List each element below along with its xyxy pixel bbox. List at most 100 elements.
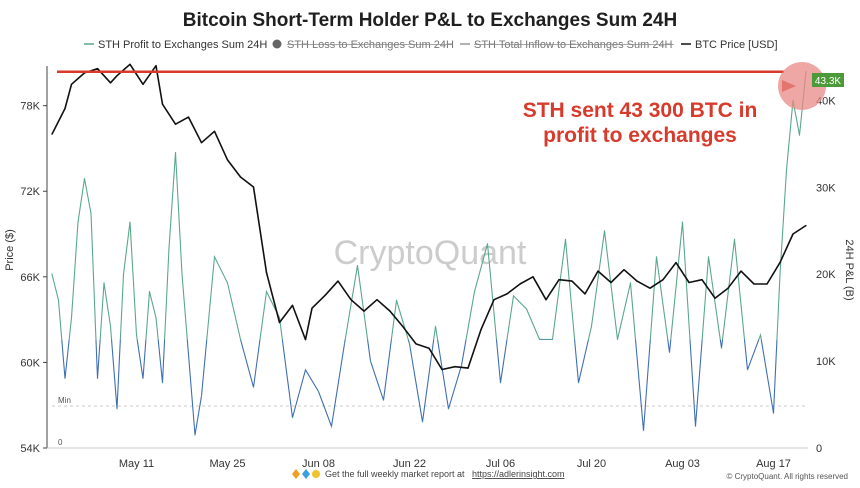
data-point bbox=[759, 334, 762, 336]
diamond-icon bbox=[292, 469, 300, 479]
data-point bbox=[473, 291, 476, 293]
data-point bbox=[590, 325, 593, 327]
data-point bbox=[792, 233, 794, 235]
data-point bbox=[109, 325, 112, 327]
data-point bbox=[421, 421, 424, 423]
legend-item-sth-profit[interactable]: STH Profit to Exchanges Sum 24H bbox=[84, 39, 267, 51]
data-point bbox=[428, 347, 430, 349]
data-point bbox=[51, 133, 53, 135]
left-tick-label: 72K bbox=[20, 186, 40, 198]
data-point bbox=[662, 279, 664, 281]
series-sth-profit-high bbox=[51, 71, 807, 340]
data-point bbox=[278, 317, 281, 319]
data-point bbox=[571, 280, 573, 282]
data-point bbox=[707, 256, 710, 258]
data-point bbox=[265, 291, 268, 293]
data-point bbox=[252, 386, 255, 388]
right-tick-label: 20K bbox=[816, 269, 836, 281]
footer: Get the full weekly market report at htt… bbox=[292, 469, 848, 481]
value-badge-text: 43.3K bbox=[815, 76, 841, 87]
data-point bbox=[324, 294, 326, 296]
data-point bbox=[350, 299, 352, 301]
legend-item-sth-loss[interactable]: STH Loss to Exchanges Sum 24H bbox=[272, 39, 454, 51]
data-point bbox=[519, 283, 521, 285]
data-point bbox=[564, 238, 567, 240]
data-point bbox=[194, 434, 196, 436]
annotation-line-1: STH sent 43 300 BTC in bbox=[523, 99, 758, 122]
data-point bbox=[629, 282, 632, 284]
data-point bbox=[389, 310, 391, 312]
data-point bbox=[753, 283, 755, 285]
data-point bbox=[64, 377, 66, 380]
data-point bbox=[116, 75, 118, 77]
annotation-line-2: profit to exchanges bbox=[543, 124, 737, 147]
data-point bbox=[668, 351, 671, 353]
x-tick-label: Jun 22 bbox=[393, 458, 426, 470]
data-point bbox=[363, 310, 365, 312]
data-point bbox=[148, 291, 151, 293]
data-point bbox=[135, 334, 138, 336]
right-tick-label: 0 bbox=[816, 443, 822, 455]
data-point bbox=[415, 343, 417, 345]
data-point bbox=[649, 287, 651, 289]
data-point bbox=[317, 390, 320, 393]
data-point bbox=[798, 134, 801, 136]
data-point bbox=[551, 338, 554, 340]
data-point bbox=[252, 186, 255, 188]
left-tick-label: 54K bbox=[20, 443, 40, 455]
data-point bbox=[369, 360, 372, 362]
data-point bbox=[675, 262, 677, 264]
data-point bbox=[382, 399, 385, 401]
x-tick-label: May 11 bbox=[119, 458, 154, 470]
data-point bbox=[480, 329, 482, 331]
data-point bbox=[525, 308, 528, 310]
data-point bbox=[304, 339, 307, 341]
data-point bbox=[161, 382, 164, 384]
data-point bbox=[493, 299, 495, 301]
footer-link[interactable]: https://adlerinsight.com bbox=[472, 469, 565, 479]
data-point bbox=[161, 103, 164, 105]
data-point bbox=[213, 256, 216, 258]
left-tick-label: 66K bbox=[20, 272, 40, 284]
right-tick-label: 30K bbox=[816, 182, 836, 194]
data-point bbox=[447, 408, 450, 410]
data-point bbox=[454, 366, 456, 368]
data-point bbox=[142, 83, 144, 85]
data-point bbox=[311, 307, 313, 309]
data-point bbox=[434, 325, 437, 327]
data-point bbox=[701, 279, 703, 281]
data-point bbox=[168, 247, 170, 249]
data-point bbox=[545, 299, 547, 301]
data-point bbox=[766, 283, 768, 285]
data-point bbox=[558, 279, 560, 281]
data-point bbox=[181, 273, 183, 275]
data-point bbox=[291, 417, 294, 419]
data-point bbox=[103, 282, 105, 284]
gem-icon bbox=[302, 469, 310, 479]
legend-item-sth-total-inflow[interactable]: STH Total Inflow to Exchanges Sum 24H bbox=[460, 39, 674, 51]
data-point bbox=[200, 142, 203, 144]
data-point bbox=[785, 169, 788, 171]
data-point bbox=[142, 377, 144, 380]
data-point bbox=[610, 281, 612, 284]
x-tick-label: Jul 20 bbox=[577, 458, 606, 470]
data-point bbox=[291, 304, 294, 306]
data-point bbox=[486, 243, 489, 245]
x-tick-label: Jul 06 bbox=[486, 458, 515, 470]
data-point bbox=[337, 280, 339, 282]
data-point bbox=[155, 317, 157, 319]
data-point bbox=[727, 287, 729, 289]
legend-label: STH Profit to Exchanges Sum 24H bbox=[98, 39, 267, 51]
legend-item-btc-price[interactable]: BTC Price [USD] bbox=[681, 39, 778, 51]
left-tick-label: 78K bbox=[20, 101, 40, 113]
data-point bbox=[278, 321, 281, 324]
data-point bbox=[330, 425, 333, 427]
data-point bbox=[772, 412, 775, 414]
data-point bbox=[636, 280, 638, 282]
min-label: Min bbox=[58, 396, 71, 405]
data-point bbox=[174, 123, 177, 125]
data-point bbox=[408, 343, 411, 345]
data-point bbox=[714, 297, 716, 299]
